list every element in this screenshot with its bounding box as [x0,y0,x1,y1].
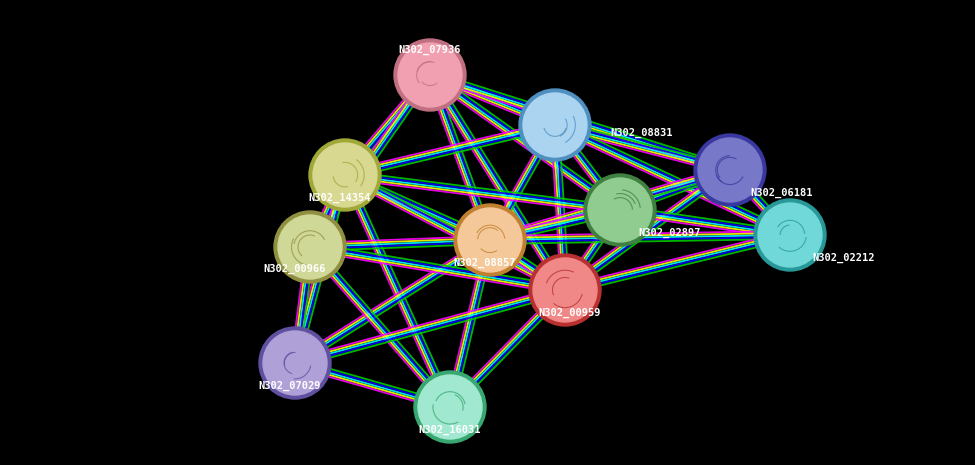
Circle shape [584,174,656,246]
Circle shape [418,375,482,439]
Circle shape [698,138,762,202]
Circle shape [274,211,346,283]
Circle shape [259,327,331,399]
Circle shape [529,254,601,326]
Circle shape [758,203,822,267]
Circle shape [278,215,342,279]
Text: N302_14354: N302_14354 [309,193,371,203]
Circle shape [523,93,587,157]
Text: N302_16031: N302_16031 [418,425,482,435]
Circle shape [754,199,826,271]
Text: N302_08857: N302_08857 [453,258,516,268]
Text: N302_00966: N302_00966 [264,264,327,274]
Text: N302_02212: N302_02212 [812,253,875,263]
Circle shape [394,39,466,111]
Text: N302_00959: N302_00959 [539,308,602,318]
Circle shape [694,134,766,206]
Circle shape [519,89,591,161]
Circle shape [533,258,597,322]
Circle shape [398,43,462,107]
Text: N302_07029: N302_07029 [258,381,321,391]
Circle shape [309,139,381,211]
Circle shape [414,371,486,443]
Circle shape [313,143,377,207]
Circle shape [458,208,522,272]
Circle shape [263,331,327,395]
Text: N302_02897: N302_02897 [638,228,700,238]
Text: N302_08831: N302_08831 [610,128,673,138]
Text: N302_07936: N302_07936 [399,45,461,55]
Circle shape [588,178,652,242]
Circle shape [454,204,526,276]
Text: N302_06181: N302_06181 [750,188,812,198]
